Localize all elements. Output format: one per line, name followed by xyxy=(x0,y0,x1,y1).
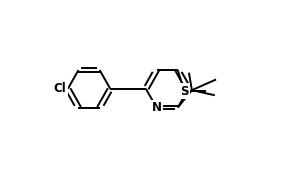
Text: N: N xyxy=(152,101,162,114)
Text: Cl: Cl xyxy=(54,82,66,95)
Text: S: S xyxy=(180,85,189,98)
